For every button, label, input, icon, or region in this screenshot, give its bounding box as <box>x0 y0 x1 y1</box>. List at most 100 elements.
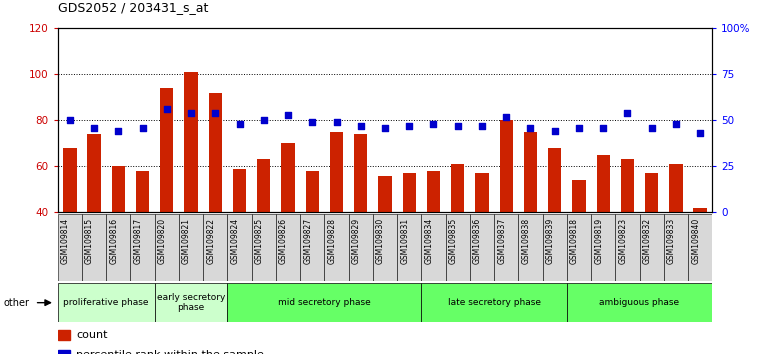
Bar <box>233 169 246 304</box>
Bar <box>524 132 537 304</box>
Bar <box>82 214 106 281</box>
Bar <box>543 214 567 281</box>
Text: GSM109820: GSM109820 <box>158 217 167 264</box>
Point <box>694 130 706 136</box>
Bar <box>373 214 397 281</box>
Point <box>573 125 585 131</box>
Point <box>355 123 367 129</box>
Bar <box>58 214 82 281</box>
Point <box>379 125 391 131</box>
Bar <box>597 155 610 304</box>
Bar <box>58 350 70 354</box>
Text: mid secretory phase: mid secretory phase <box>278 298 371 307</box>
Bar <box>227 214 252 281</box>
Text: GSM109816: GSM109816 <box>109 217 119 264</box>
Bar <box>475 173 489 304</box>
Bar <box>688 214 712 281</box>
Text: GSM109835: GSM109835 <box>449 217 457 264</box>
Text: GSM109828: GSM109828 <box>327 217 336 263</box>
Text: GDS2052 / 203431_s_at: GDS2052 / 203431_s_at <box>58 1 208 14</box>
Point <box>88 125 100 131</box>
Point <box>524 125 537 131</box>
Bar <box>664 214 688 281</box>
Text: GSM109834: GSM109834 <box>424 217 434 264</box>
Bar <box>397 214 421 281</box>
Point <box>500 114 512 120</box>
Text: GSM109814: GSM109814 <box>61 217 70 264</box>
Bar <box>281 143 295 304</box>
Bar <box>155 283 227 322</box>
Bar <box>136 171 149 304</box>
Point <box>548 129 561 134</box>
Text: GSM109824: GSM109824 <box>230 217 239 264</box>
Bar <box>378 176 392 304</box>
Text: GSM109821: GSM109821 <box>182 217 191 263</box>
Bar <box>257 159 270 304</box>
Bar <box>349 214 373 281</box>
Bar <box>500 120 513 304</box>
Text: GSM109819: GSM109819 <box>594 217 603 264</box>
Text: GSM109832: GSM109832 <box>643 217 651 264</box>
Text: GSM109836: GSM109836 <box>473 217 482 264</box>
Bar <box>227 283 421 322</box>
Bar <box>106 214 130 281</box>
Point <box>645 125 658 131</box>
Bar <box>330 132 343 304</box>
Text: GSM109837: GSM109837 <box>497 217 506 264</box>
Bar <box>306 171 319 304</box>
Point <box>427 121 440 127</box>
Point <box>64 118 76 123</box>
Bar <box>184 72 198 304</box>
Bar <box>567 283 712 322</box>
Point <box>112 129 125 134</box>
Bar <box>427 171 440 304</box>
Bar <box>58 330 70 341</box>
Text: GSM109831: GSM109831 <box>400 217 409 264</box>
Bar <box>88 134 101 304</box>
Bar <box>548 148 561 304</box>
Text: GSM109825: GSM109825 <box>255 217 264 264</box>
Bar <box>276 214 300 281</box>
Bar <box>203 214 227 281</box>
Bar <box>179 214 203 281</box>
Point <box>670 121 682 127</box>
Bar <box>252 214 276 281</box>
Point <box>403 123 415 129</box>
Point <box>258 118 270 123</box>
Bar <box>300 214 324 281</box>
Bar <box>421 214 446 281</box>
Point <box>233 121 246 127</box>
Bar <box>470 214 494 281</box>
Bar <box>324 214 349 281</box>
Bar <box>451 164 464 304</box>
Bar <box>567 214 591 281</box>
Text: count: count <box>76 330 108 340</box>
Bar <box>58 283 155 322</box>
Point <box>209 110 222 116</box>
Bar <box>494 214 518 281</box>
Bar <box>446 214 470 281</box>
Text: GSM109838: GSM109838 <box>521 217 531 264</box>
Bar <box>112 166 125 304</box>
Text: GSM109826: GSM109826 <box>279 217 288 264</box>
Bar <box>640 214 664 281</box>
Text: GSM109815: GSM109815 <box>85 217 94 264</box>
Bar <box>694 208 707 304</box>
Bar <box>403 173 416 304</box>
Bar <box>155 214 179 281</box>
Text: GSM109840: GSM109840 <box>691 217 700 264</box>
Bar <box>591 214 615 281</box>
Text: GSM109823: GSM109823 <box>618 217 628 264</box>
Bar <box>63 148 76 304</box>
Bar <box>421 283 567 322</box>
Bar <box>354 134 367 304</box>
Text: GSM109827: GSM109827 <box>303 217 313 264</box>
Text: GSM109818: GSM109818 <box>570 217 579 263</box>
Text: GSM109829: GSM109829 <box>352 217 361 264</box>
Point <box>597 125 609 131</box>
Text: percentile rank within the sample: percentile rank within the sample <box>76 350 264 354</box>
Point <box>306 119 319 125</box>
Text: ambiguous phase: ambiguous phase <box>600 298 680 307</box>
Text: other: other <box>4 298 30 308</box>
Text: early secretory
phase: early secretory phase <box>157 293 226 312</box>
